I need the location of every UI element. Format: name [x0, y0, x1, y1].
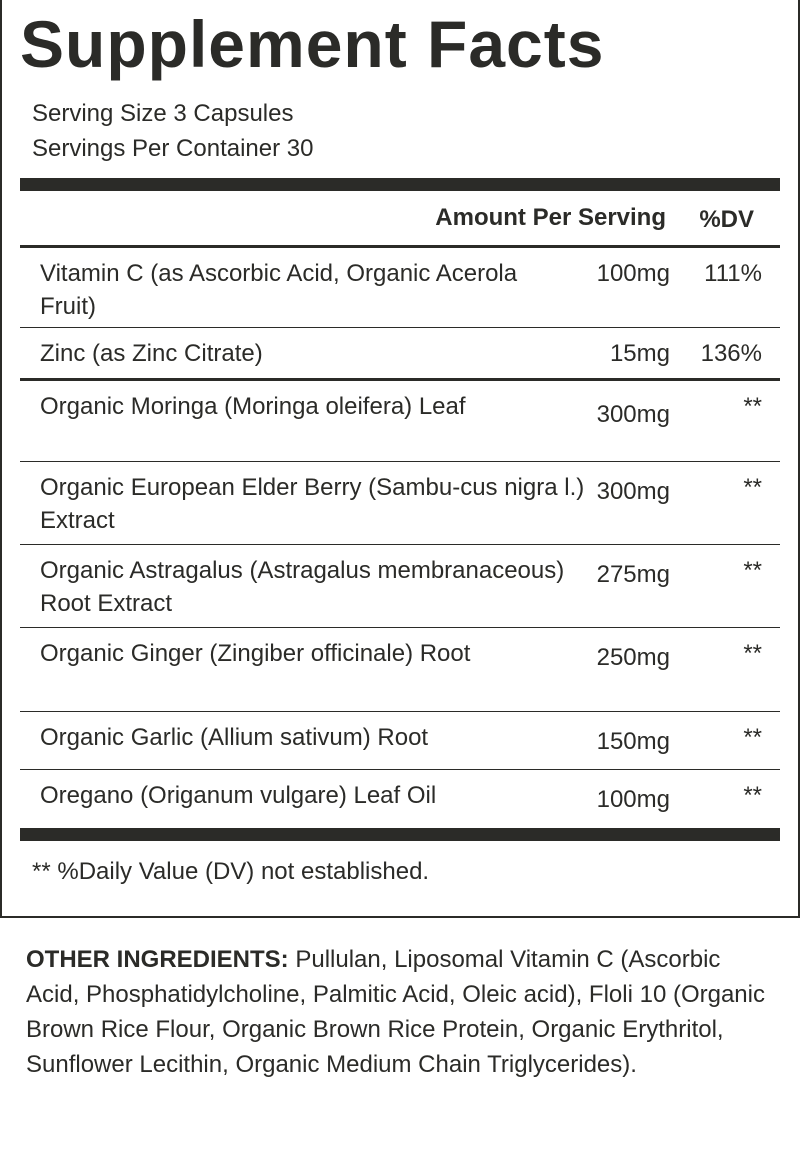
ingredient-dv: **: [743, 393, 762, 420]
ingredient-amount: 100mg: [596, 786, 670, 813]
table-row: Zinc (as Zinc Citrate) 15mg 136%: [20, 327, 780, 378]
ingredient-dv: **: [743, 640, 762, 667]
panel-title: Supplement Facts: [20, 7, 605, 81]
ingredient-amount: 100mg: [596, 260, 670, 287]
ingredient-amount: 15mg: [609, 340, 670, 367]
ingredient-name: Organic Ginger (Zingiber officinale) Roo…: [40, 640, 471, 667]
ingredient-name: Vitamin C (as Ascorbic Acid, Organic Ace…: [40, 260, 518, 320]
table-row: Oregano (Origanum vulgare) Leaf Oil 100m…: [20, 769, 780, 829]
ingredient-dv: 136%: [700, 340, 762, 367]
ingredient-dv: **: [743, 724, 762, 751]
heavy-divider: [20, 178, 780, 191]
ingredient-name: Oregano (Origanum vulgare) Leaf Oil: [40, 782, 437, 809]
dv-header: %DV: [699, 206, 754, 233]
table-row: Organic European Elder Berry (Sambu-cus …: [20, 461, 780, 544]
ingredient-name: Organic Garlic (Allium sativum) Root: [40, 724, 429, 751]
ingredient-amount: 300mg: [596, 478, 670, 505]
table-row: Organic Ginger (Zingiber officinale) Roo…: [20, 627, 780, 711]
ingredient-dv: **: [743, 474, 762, 501]
other-ingredients-text: Pullulan, Liposomal Vitamin C (Ascorbic …: [26, 946, 765, 1078]
ingredient-amount: 300mg: [596, 401, 670, 428]
table-row: Organic Astragalus (Astragalus membranac…: [20, 544, 780, 627]
ingredient-name: Organic Astragalus (Astragalus membranac…: [40, 557, 565, 617]
table-row: Vitamin C (as Ascorbic Acid, Organic Ace…: [20, 245, 780, 327]
ingredient-name: Organic European Elder Berry (Sambu-cus …: [40, 474, 585, 534]
column-header: Amount Per Serving %DV: [20, 190, 780, 245]
amount-header: Amount Per Serving: [435, 204, 666, 231]
table-row: Organic Garlic (Allium sativum) Root 150…: [20, 711, 780, 769]
servings-per-container: Servings Per Container 30: [32, 135, 314, 162]
ingredient-name: Organic Moringa (Moringa oleifera) Leaf: [40, 393, 466, 420]
other-ingredients-label: OTHER INGREDIENTS:: [26, 946, 289, 973]
facts-panel: [0, 0, 800, 918]
nutrient-rows: Vitamin C (as Ascorbic Acid, Organic Ace…: [20, 245, 780, 829]
dv-footnote: ** %Daily Value (DV) not established.: [32, 858, 430, 885]
heavy-divider: [20, 828, 780, 841]
ingredient-name: Zinc (as Zinc Citrate): [40, 340, 263, 367]
table-row: Organic Moringa (Moringa oleifera) Leaf …: [20, 378, 780, 461]
ingredient-amount: 150mg: [596, 728, 670, 755]
ingredient-dv: **: [743, 557, 762, 584]
ingredient-dv: 111%: [704, 260, 762, 287]
ingredient-amount: 275mg: [596, 561, 670, 588]
ingredient-dv: **: [743, 782, 762, 809]
other-ingredients: OTHER INGREDIENTS: Pullulan, Liposomal V…: [26, 942, 776, 1082]
ingredient-amount: 250mg: [596, 644, 670, 671]
serving-size: Serving Size 3 Capsules: [32, 100, 294, 127]
